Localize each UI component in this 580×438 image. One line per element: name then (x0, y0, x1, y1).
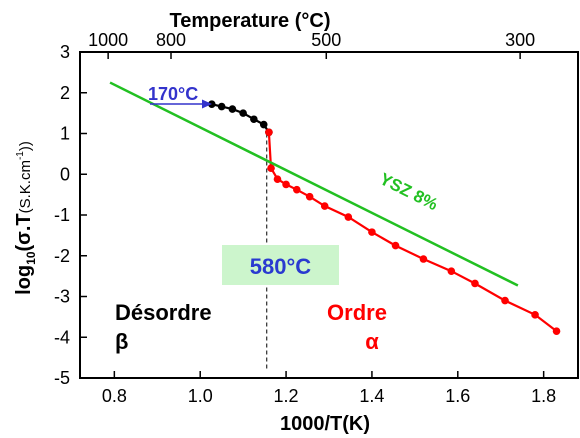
x-tick-label: 1.4 (359, 386, 384, 406)
beta-label-top: Désordre (115, 300, 212, 325)
alpha-data-point (305, 192, 314, 201)
y-tick-label: 2 (60, 83, 70, 103)
y-axis-title: log10(σ.T(S.K.cm-1)) (13, 141, 38, 295)
x-tick-label: 0.8 (102, 386, 127, 406)
alpha-label-top: Ordre (327, 300, 387, 325)
x-tick-label: 1.0 (188, 386, 213, 406)
y-tick-label: 0 (60, 164, 70, 184)
alpha-data-point (552, 327, 561, 335)
x-tick-label: 1.8 (531, 386, 556, 406)
arrow-head-icon (202, 99, 212, 109)
y-tick-label: -2 (54, 246, 70, 266)
alpha-data-point (368, 228, 376, 236)
top-tick-label: 300 (505, 30, 535, 50)
beta-data-point (217, 102, 226, 111)
alpha-data-point (419, 255, 428, 263)
top-tick-label: 800 (156, 30, 186, 50)
y-tick-label: -4 (54, 327, 70, 347)
alpha-data-point (282, 180, 290, 189)
transition-label-box (222, 245, 339, 285)
alpha-data-point (265, 128, 273, 137)
y-axis-title-close: )) (17, 141, 34, 151)
plot-area: -5 -4 -3 -2 -1 0 1 2 3 0.8 1.0 1.2 1.4 1.6 1.8 1000 800 5… (54, 30, 579, 406)
top-tick-label: 1000 (88, 30, 128, 50)
alpha-data-point (501, 296, 509, 305)
alpha-data-point (447, 267, 456, 276)
alpha-data-point (320, 202, 329, 210)
x-tick-label: 1.2 (274, 386, 299, 406)
alpha-data-point (273, 175, 282, 183)
y-tick-label: 3 (60, 42, 70, 62)
y-tick-label: 1 (60, 124, 70, 144)
beta-data-point (250, 115, 258, 124)
alpha-data-point (471, 279, 479, 288)
alpha-data-point (293, 185, 301, 194)
top-tick-label: 500 (311, 30, 341, 50)
y-tick-label: -1 (54, 205, 70, 225)
alpha-series-line (267, 132, 558, 332)
arrow-label: 170°C (148, 84, 198, 104)
alpha-label-bottom: α (365, 329, 379, 354)
beta-data-point (207, 100, 216, 108)
y-axis-title-sub: 10 (24, 251, 38, 265)
beta-data-point (259, 120, 268, 129)
transition-label: 580°C (250, 254, 312, 279)
beta-label-bottom: β (115, 329, 128, 354)
ysz-label: YSZ 8% (377, 169, 441, 214)
ysz-line (109, 81, 519, 287)
y-axis-title-rest: (σ.T (13, 213, 35, 251)
alpha-data-point (344, 213, 353, 221)
y-tick-label: -5 (54, 368, 70, 388)
beta-data-point (239, 109, 247, 117)
beta-data-point (228, 105, 237, 113)
x-tick-label: 1.6 (445, 386, 470, 406)
top-axis-title: Temperature (°C) (170, 10, 331, 32)
alpha-data-point (267, 164, 275, 172)
y-axis-title-units-sup: -1 (15, 151, 26, 160)
alpha-data-point (391, 241, 400, 250)
y-axis-title-main: log (13, 265, 35, 295)
alpha-data-point (531, 311, 539, 319)
x-axis-title: 1000/T(K) (280, 413, 370, 435)
y-tick-label: -3 (54, 287, 70, 307)
y-axis-title-units: (S.K.cm (17, 160, 34, 213)
